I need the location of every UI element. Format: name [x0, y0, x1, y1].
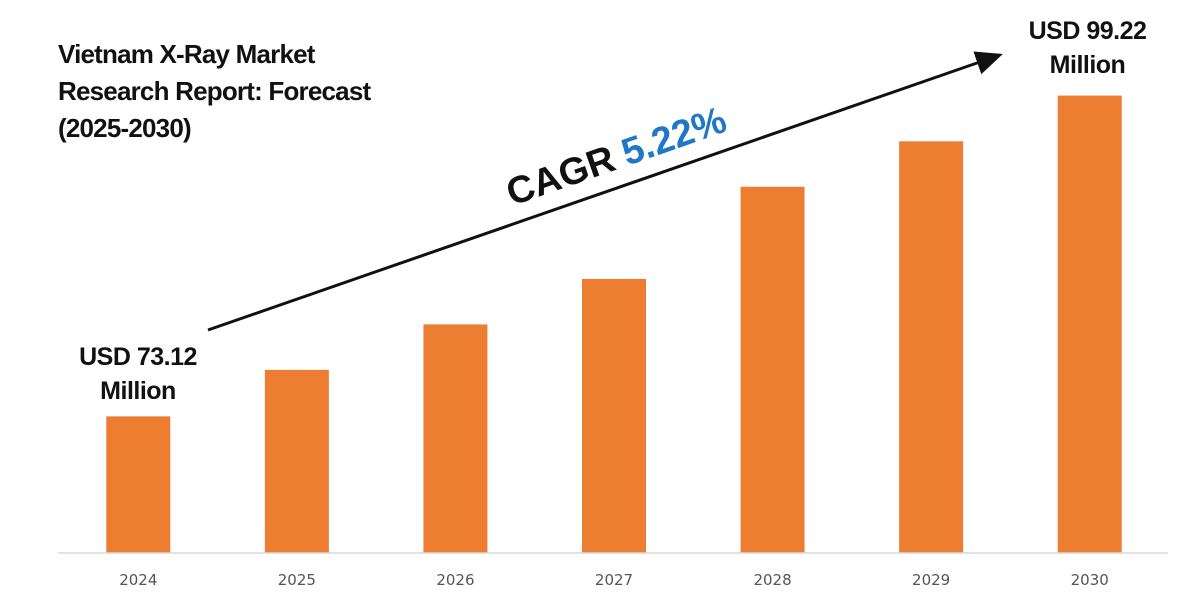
x-tick-label: 2024 [119, 571, 157, 589]
bar-2026 [423, 324, 488, 553]
title-line: Vietnam X-Ray Market [58, 39, 315, 69]
title-line: Research Report: Forecast [58, 76, 371, 106]
x-tick-label: 2025 [278, 571, 316, 589]
end-unit: Million [1049, 51, 1126, 79]
start-value-label: USD 73.12 Million [58, 340, 218, 408]
x-tick-label: 2027 [595, 571, 633, 589]
growth-arrow [207, 51, 1003, 332]
cagr-label: CAGR [501, 138, 620, 214]
x-tick-label: 2030 [1071, 571, 1109, 589]
x-tick-label: 2026 [436, 571, 474, 589]
start-value: USD 73.12 [79, 343, 197, 371]
bar-2029 [899, 141, 964, 554]
end-value-label: USD 99.22 Million [1010, 14, 1165, 82]
x-tick-label: 2029 [912, 571, 950, 589]
title-line: (2025-2030) [58, 113, 192, 143]
end-value: USD 99.22 [1028, 17, 1147, 45]
bar-2027 [582, 278, 646, 553]
bar-2025 [264, 369, 329, 553]
cagr-value: 5.22% [616, 99, 732, 174]
start-unit: Million [100, 377, 176, 405]
bar-2024 [106, 416, 171, 553]
chart-title: Vietnam X-Ray Market Research Report: Fo… [58, 36, 371, 147]
x-tick-label: 2028 [753, 571, 791, 589]
bar-2030 [1057, 95, 1122, 554]
bar-2028 [740, 186, 805, 553]
